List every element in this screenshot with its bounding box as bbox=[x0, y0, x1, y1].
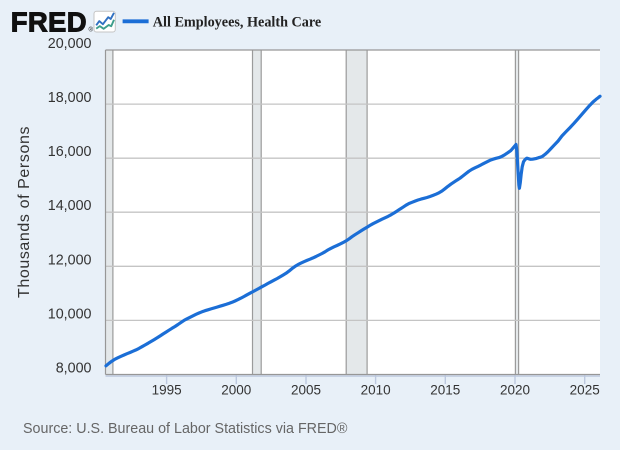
svg-text:2015: 2015 bbox=[430, 383, 460, 398]
svg-text:2000: 2000 bbox=[221, 383, 251, 398]
svg-text:2005: 2005 bbox=[291, 383, 321, 398]
svg-text:2025: 2025 bbox=[570, 383, 600, 398]
svg-text:2010: 2010 bbox=[361, 383, 391, 398]
svg-text:1995: 1995 bbox=[152, 383, 182, 398]
svg-text:2020: 2020 bbox=[500, 383, 530, 398]
svg-text:12,000: 12,000 bbox=[48, 252, 92, 268]
svg-text:All Employees, Health Care: All Employees, Health Care bbox=[153, 14, 321, 30]
svg-text:FRED: FRED bbox=[11, 7, 87, 38]
svg-text:16,000: 16,000 bbox=[48, 144, 92, 160]
svg-text:14,000: 14,000 bbox=[48, 198, 92, 214]
svg-text:20,000: 20,000 bbox=[48, 36, 92, 52]
svg-text:Thousands of Persons: Thousands of Persons bbox=[16, 126, 33, 298]
svg-text:18,000: 18,000 bbox=[48, 90, 92, 106]
svg-text:Source: U.S. Bureau of Labor S: Source: U.S. Bureau of Labor Statistics … bbox=[23, 421, 348, 437]
svg-text:8,000: 8,000 bbox=[56, 361, 92, 377]
svg-text:10,000: 10,000 bbox=[48, 306, 92, 322]
svg-text:®: ® bbox=[89, 27, 94, 34]
